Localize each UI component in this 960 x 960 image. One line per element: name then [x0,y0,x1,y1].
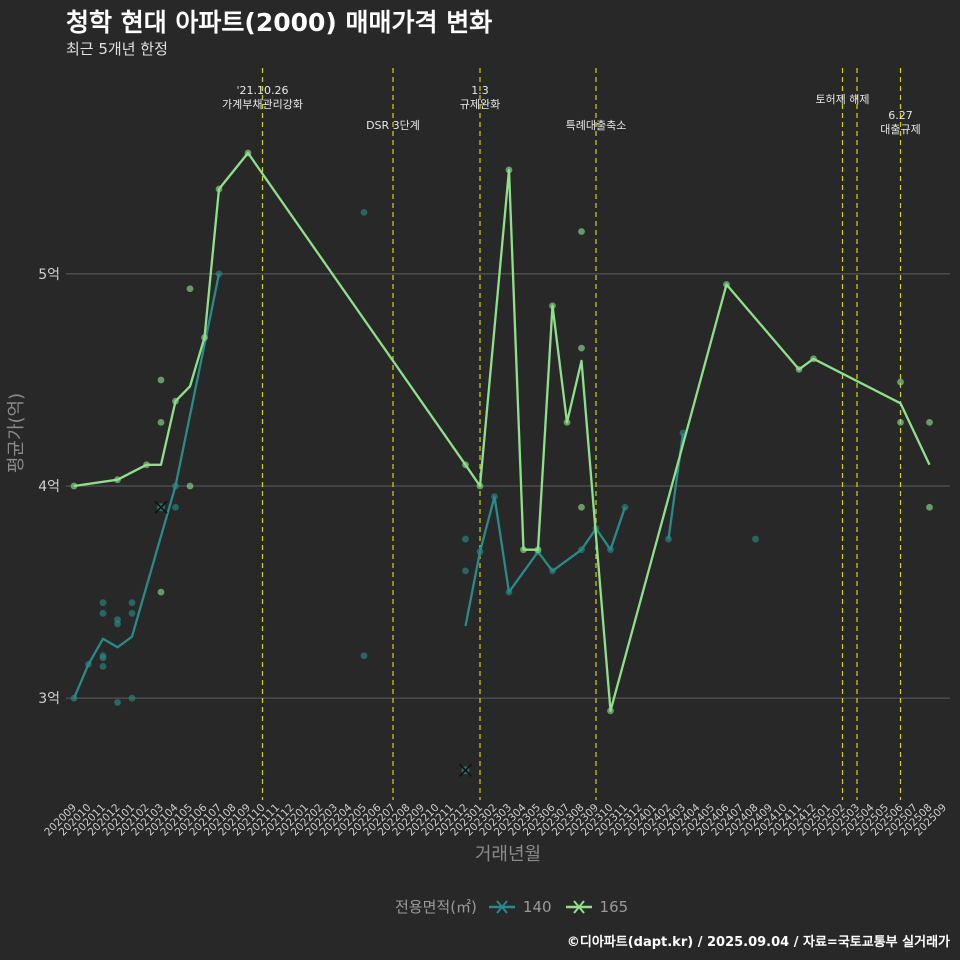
legend: 전용면적(㎡) 140 165 [395,896,640,917]
legend-title: 전용면적(㎡) [395,898,477,916]
data-point-165 [186,482,194,490]
series-line-165 [73,151,931,713]
series-layer [70,149,933,777]
event-label: 1.3 규제완화 [460,84,500,111]
data-point-165 [926,418,933,426]
data-point-140 [607,546,614,554]
data-point-140 [360,652,368,660]
data-point-165 [534,546,542,554]
data-point-140 [128,694,136,702]
data-point-140 [476,548,484,556]
data-point-140 [70,694,78,702]
data-point-140 [114,620,121,628]
data-point-165 [476,482,484,490]
data-point-165 [607,707,614,715]
y-tick-label: 3억 [38,691,60,707]
cancelled-mark [458,763,473,777]
data-point-140 [549,567,556,575]
source-caption: ©디아파트(dapt.kr) / 2025.09.04 / 자료=국토교통부 실… [566,935,950,950]
data-point-165 [215,185,223,193]
series-line-140 [464,495,627,627]
event-label: DSR 3단계 [366,119,420,132]
legend-item-165: 165 [564,897,629,917]
data-point-165 [143,461,150,469]
data-point-140 [462,535,469,543]
data-point-140 [621,503,629,511]
data-point-140 [99,609,107,617]
data-point-165 [563,418,571,426]
data-point-165 [520,546,527,554]
data-point-140 [99,599,107,607]
event-label: 토허제 해제 [815,92,869,106]
data-point-165 [578,344,585,352]
data-point-165 [157,588,165,596]
data-point-165 [157,376,165,384]
data-point-165 [897,378,904,386]
data-point-140 [360,208,368,216]
data-point-165 [172,397,179,405]
data-point-165 [810,355,817,363]
data-point-165 [186,285,194,293]
data-point-140 [99,662,107,670]
data-point-165 [723,281,730,288]
data-point-140 [665,535,672,543]
event-label: '21.10.26 가계부채관리강화 [222,84,303,111]
y-tick-label: 4억 [38,479,60,495]
data-point-140 [752,535,759,543]
data-point-165 [114,476,121,484]
legend-key-165 [565,899,592,914]
data-point-140 [128,609,136,617]
data-point-165 [244,149,252,157]
y-tick-label: 5억 [38,267,60,283]
data-point-140 [505,588,513,596]
data-point-165 [70,482,78,490]
legend-item-140: 140 [487,897,552,917]
data-point-140 [172,482,179,490]
data-point-140 [578,546,585,554]
event-label: 6.27 대출규제 [880,109,920,136]
data-point-140 [128,599,136,607]
data-point-165 [897,418,904,426]
y-axis-title: 평균가(억) [6,393,27,473]
data-point-165 [505,166,513,174]
legend-label-140: 140 [522,897,552,916]
chart-title: 청학 현대 아파트(2000) 매매가격 변화 [66,8,493,37]
data-point-140 [215,270,223,278]
data-point-140 [172,503,179,511]
data-point-140 [114,699,121,706]
cancelled-mark [154,500,168,514]
data-point-165 [157,418,165,426]
data-point-140 [99,654,107,662]
data-point-140 [491,493,498,501]
x-axis-title: 거래년월 [475,844,541,865]
data-point-165 [201,334,208,341]
data-point-165 [926,503,933,511]
data-point-165 [795,365,803,373]
chart-subtitle: 최근 5개년 한정 [66,40,168,58]
grid-layer [66,273,950,699]
data-point-165 [549,302,556,310]
data-point-165 [578,503,585,511]
data-point-165 [578,228,585,235]
data-point-165 [462,461,469,469]
data-point-140 [462,567,469,575]
data-point-140 [85,660,92,668]
legend-label-165: 165 [599,897,629,916]
legend-key-140 [488,899,515,914]
event-label: 특례대출축소 [566,119,627,132]
